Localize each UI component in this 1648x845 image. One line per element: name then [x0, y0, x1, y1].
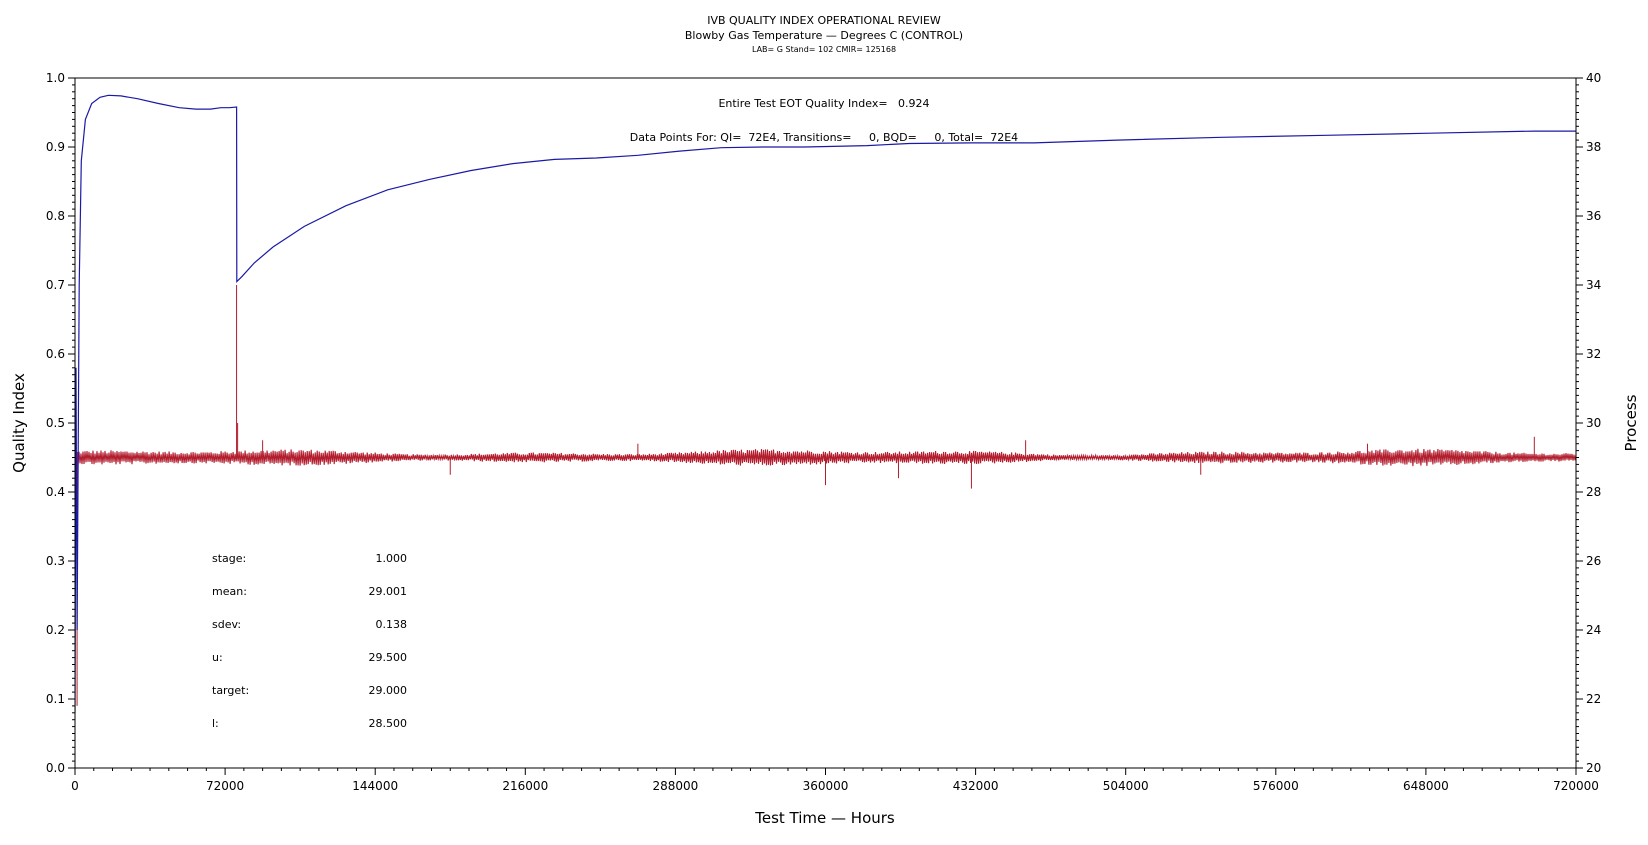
- stat-label: stage:: [212, 552, 246, 565]
- plot-frame: [74, 77, 1577, 769]
- y-left-tick-label: 0.3: [46, 554, 65, 568]
- stat-value: 29.000: [369, 684, 408, 697]
- y-right-tick-label: 38: [1586, 140, 1601, 154]
- y-right-tick-label: 26: [1586, 554, 1601, 568]
- x-tick-label: 72000: [206, 779, 244, 793]
- stat-label: u:: [212, 651, 223, 664]
- y-axis-left-title: Quality Index: [10, 373, 28, 473]
- y-right-tick-label: 36: [1586, 209, 1601, 223]
- x-tick-label: 144000: [352, 779, 398, 793]
- x-axis-title: Test Time — Hours: [754, 809, 895, 827]
- stat-label: mean:: [212, 585, 247, 598]
- quality-index-annotation: Entire Test EOT Quality Index= 0.924: [718, 97, 929, 110]
- x-tick-label: 720000: [1553, 779, 1599, 793]
- quality-index-line: [75, 94, 1576, 713]
- y-left-tick-label: 0.9: [46, 140, 65, 154]
- y-right-tick-label: 30: [1586, 416, 1601, 430]
- process-series-band: [75, 448, 1576, 467]
- y-left-tick-label: 0.2: [46, 623, 65, 637]
- x-tick-label: 288000: [652, 779, 698, 793]
- chart-subtitle-2: LAB= G Stand= 102 CMIR= 125168: [752, 45, 896, 54]
- stat-value: 29.001: [369, 585, 408, 598]
- stat-label: l:: [212, 717, 219, 730]
- y-left-tick-label: 0.4: [46, 485, 65, 499]
- y-right-tick-label: 32: [1586, 347, 1601, 361]
- stat-label: sdev:: [212, 618, 241, 631]
- y-left-tick-label: 0.5: [46, 416, 65, 430]
- y-axis-right-title: Process: [1622, 394, 1640, 451]
- chart-subtitle: Blowby Gas Temperature — Degrees C (CONT…: [685, 29, 963, 42]
- y-left-tick-label: 0.1: [46, 692, 65, 706]
- data-points-annotation: Data Points For: QI= 72E4, Transitions= …: [630, 131, 1018, 144]
- y-right-tick-label: 28: [1586, 485, 1601, 499]
- stat-value: 1.000: [376, 552, 408, 565]
- y-left-tick-label: 0.6: [46, 347, 65, 361]
- y-left-tick-label: 0.8: [46, 209, 65, 223]
- x-tick-label: 360000: [803, 779, 849, 793]
- x-tick-label: 0: [71, 779, 79, 793]
- stat-label: target:: [212, 684, 249, 697]
- y-right-tick-label: 24: [1586, 623, 1601, 637]
- y-left-tick-label: 1.0: [46, 71, 65, 85]
- y-right-tick-label: 22: [1586, 692, 1601, 706]
- stat-value: 0.138: [376, 618, 408, 631]
- x-tick-label: 504000: [1103, 779, 1149, 793]
- x-tick-label: 216000: [502, 779, 548, 793]
- chart-title: IVB QUALITY INDEX OPERATIONAL REVIEW: [707, 14, 941, 27]
- y-right-tick-label: 34: [1586, 278, 1601, 292]
- y-left-tick-label: 0.0: [46, 761, 65, 775]
- x-tick-label: 648000: [1403, 779, 1449, 793]
- y-left-tick-label: 0.7: [46, 278, 65, 292]
- y-right-tick-label: 20: [1586, 761, 1601, 775]
- stat-value: 29.500: [369, 651, 408, 664]
- x-tick-label: 432000: [953, 779, 999, 793]
- stat-value: 28.500: [369, 717, 408, 730]
- x-tick-label: 576000: [1253, 779, 1299, 793]
- y-right-tick-label: 40: [1586, 71, 1601, 85]
